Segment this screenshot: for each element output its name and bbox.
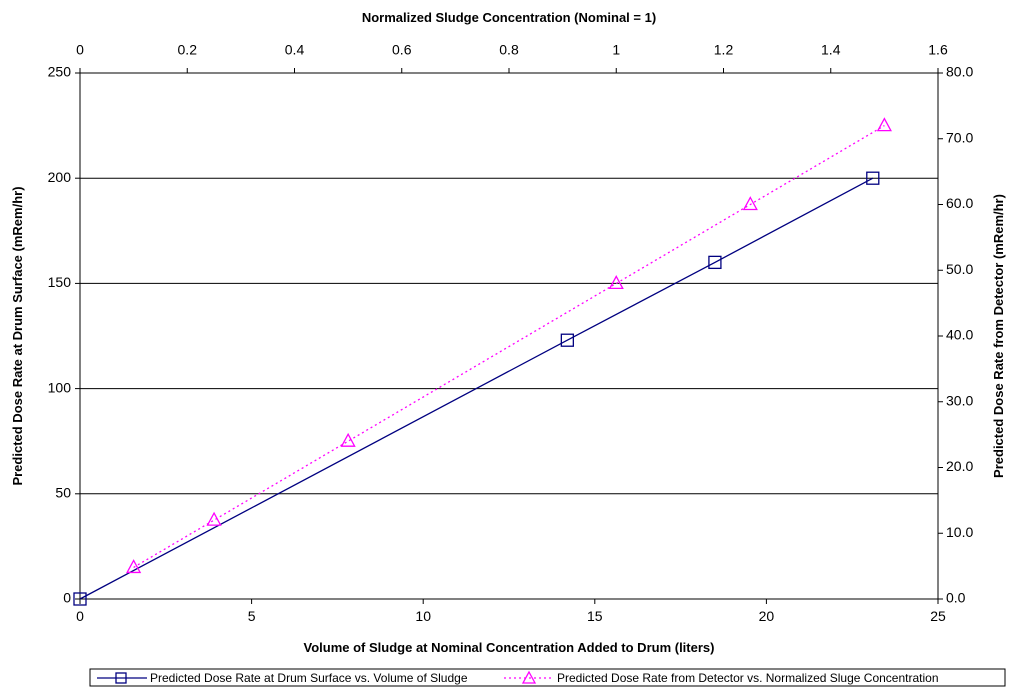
x-top-tick-label-4: 0.8	[499, 42, 519, 58]
y-right-tick-label-0: 0.0	[946, 590, 966, 606]
x-top-tick-label-2: 0.4	[285, 42, 305, 58]
x-axis-top-title: Normalized Sludge Concentration (Nominal…	[362, 10, 656, 25]
series-1-line	[133, 125, 885, 568]
y-right-tick-label-3: 30.0	[946, 392, 973, 408]
y-left-tick-label-0: 0	[63, 590, 71, 606]
x-bottom-tick-label-1: 5	[248, 608, 256, 624]
y-right-tick-label-4: 40.0	[946, 327, 973, 343]
y-left-tick-label-5: 250	[48, 64, 72, 80]
x-bottom-tick-label-3: 15	[587, 608, 603, 624]
series-0-point-1	[560, 333, 574, 347]
y-left-tick-label-1: 50	[55, 485, 71, 501]
x-bottom-tick-label-4: 20	[759, 608, 775, 624]
x-axis-bottom: 0 5 10 15 20 25	[76, 599, 946, 624]
series-1-point-0	[126, 559, 142, 574]
series-0-point-2	[708, 255, 722, 270]
y-left-tick-label-3: 150	[48, 274, 72, 290]
y-left-tick-label-4: 200	[48, 169, 72, 185]
legend-label-surface: Predicted Dose Rate at Drum Surface vs. …	[150, 671, 468, 685]
y-right-tick-label-6: 60.0	[946, 195, 973, 211]
x-top-tick-label-6: 1.2	[714, 42, 734, 58]
x-bottom-tick-label-2: 10	[415, 608, 431, 624]
y-right-tick-label-1: 10.0	[946, 524, 973, 540]
series-1-point-5	[876, 117, 892, 132]
y-right-tick-label-8: 80.0	[946, 64, 973, 80]
y-right-tick-label-7: 70.0	[946, 129, 973, 145]
y-left-tick-label-2: 100	[48, 379, 72, 395]
series-layer	[73, 117, 892, 606]
x-top-tick-label-5: 1	[612, 42, 620, 58]
legend-box	[89, 668, 1006, 687]
y-axis-left-title: Predicted Dose Rate at Drum Surface (mRe…	[10, 186, 25, 485]
series-1-point-4	[742, 196, 758, 211]
x-bottom-tick-label-5: 25	[930, 608, 946, 624]
gridlines	[80, 72, 938, 600]
x-axis-top: 0 0.2 0.4 0.6 0.8 1 1.2 1.4 1.6	[76, 42, 948, 73]
y-axis-right: 0.0 10.0 20.0 30.0 40.0 50.0 60.0 70.0 80.0	[938, 64, 973, 606]
series-1-point-3	[608, 275, 624, 290]
x-top-tick-label-7: 1.4	[821, 42, 841, 58]
y-right-tick-label-2: 20.0	[946, 458, 973, 474]
y-axis-right-title: Predicted Dose Rate from Detector (mRem/…	[991, 194, 1006, 478]
series-1-point-2	[340, 432, 356, 447]
series-1-point-1	[206, 511, 222, 526]
legend-label-detector: Predicted Dose Rate from Detector vs. No…	[557, 671, 939, 685]
series-0-point-3	[866, 171, 880, 185]
x-top-tick-label-8: 1.6	[928, 42, 948, 58]
y-right-tick-label-5: 50.0	[946, 261, 973, 277]
plot-area-frame	[79, 72, 939, 600]
legend-marker-square	[115, 672, 127, 684]
legend-marker-triangle	[521, 670, 537, 684]
y-axis-left: 0 50 100 150 200 250	[48, 64, 80, 606]
x-bottom-tick-label-0: 0	[76, 608, 84, 624]
series-0-line	[79, 177, 874, 600]
x-axis-bottom-title: Volume of Sludge at Nominal Concentratio…	[304, 640, 715, 655]
legend: Predicted Dose Rate at Drum Surface vs. …	[89, 668, 1006, 687]
x-top-tick-label-0: 0	[76, 42, 84, 58]
series-0-point-0	[73, 592, 87, 606]
x-top-tick-label-1: 0.2	[178, 42, 198, 58]
x-top-tick-label-3: 0.6	[392, 42, 412, 58]
